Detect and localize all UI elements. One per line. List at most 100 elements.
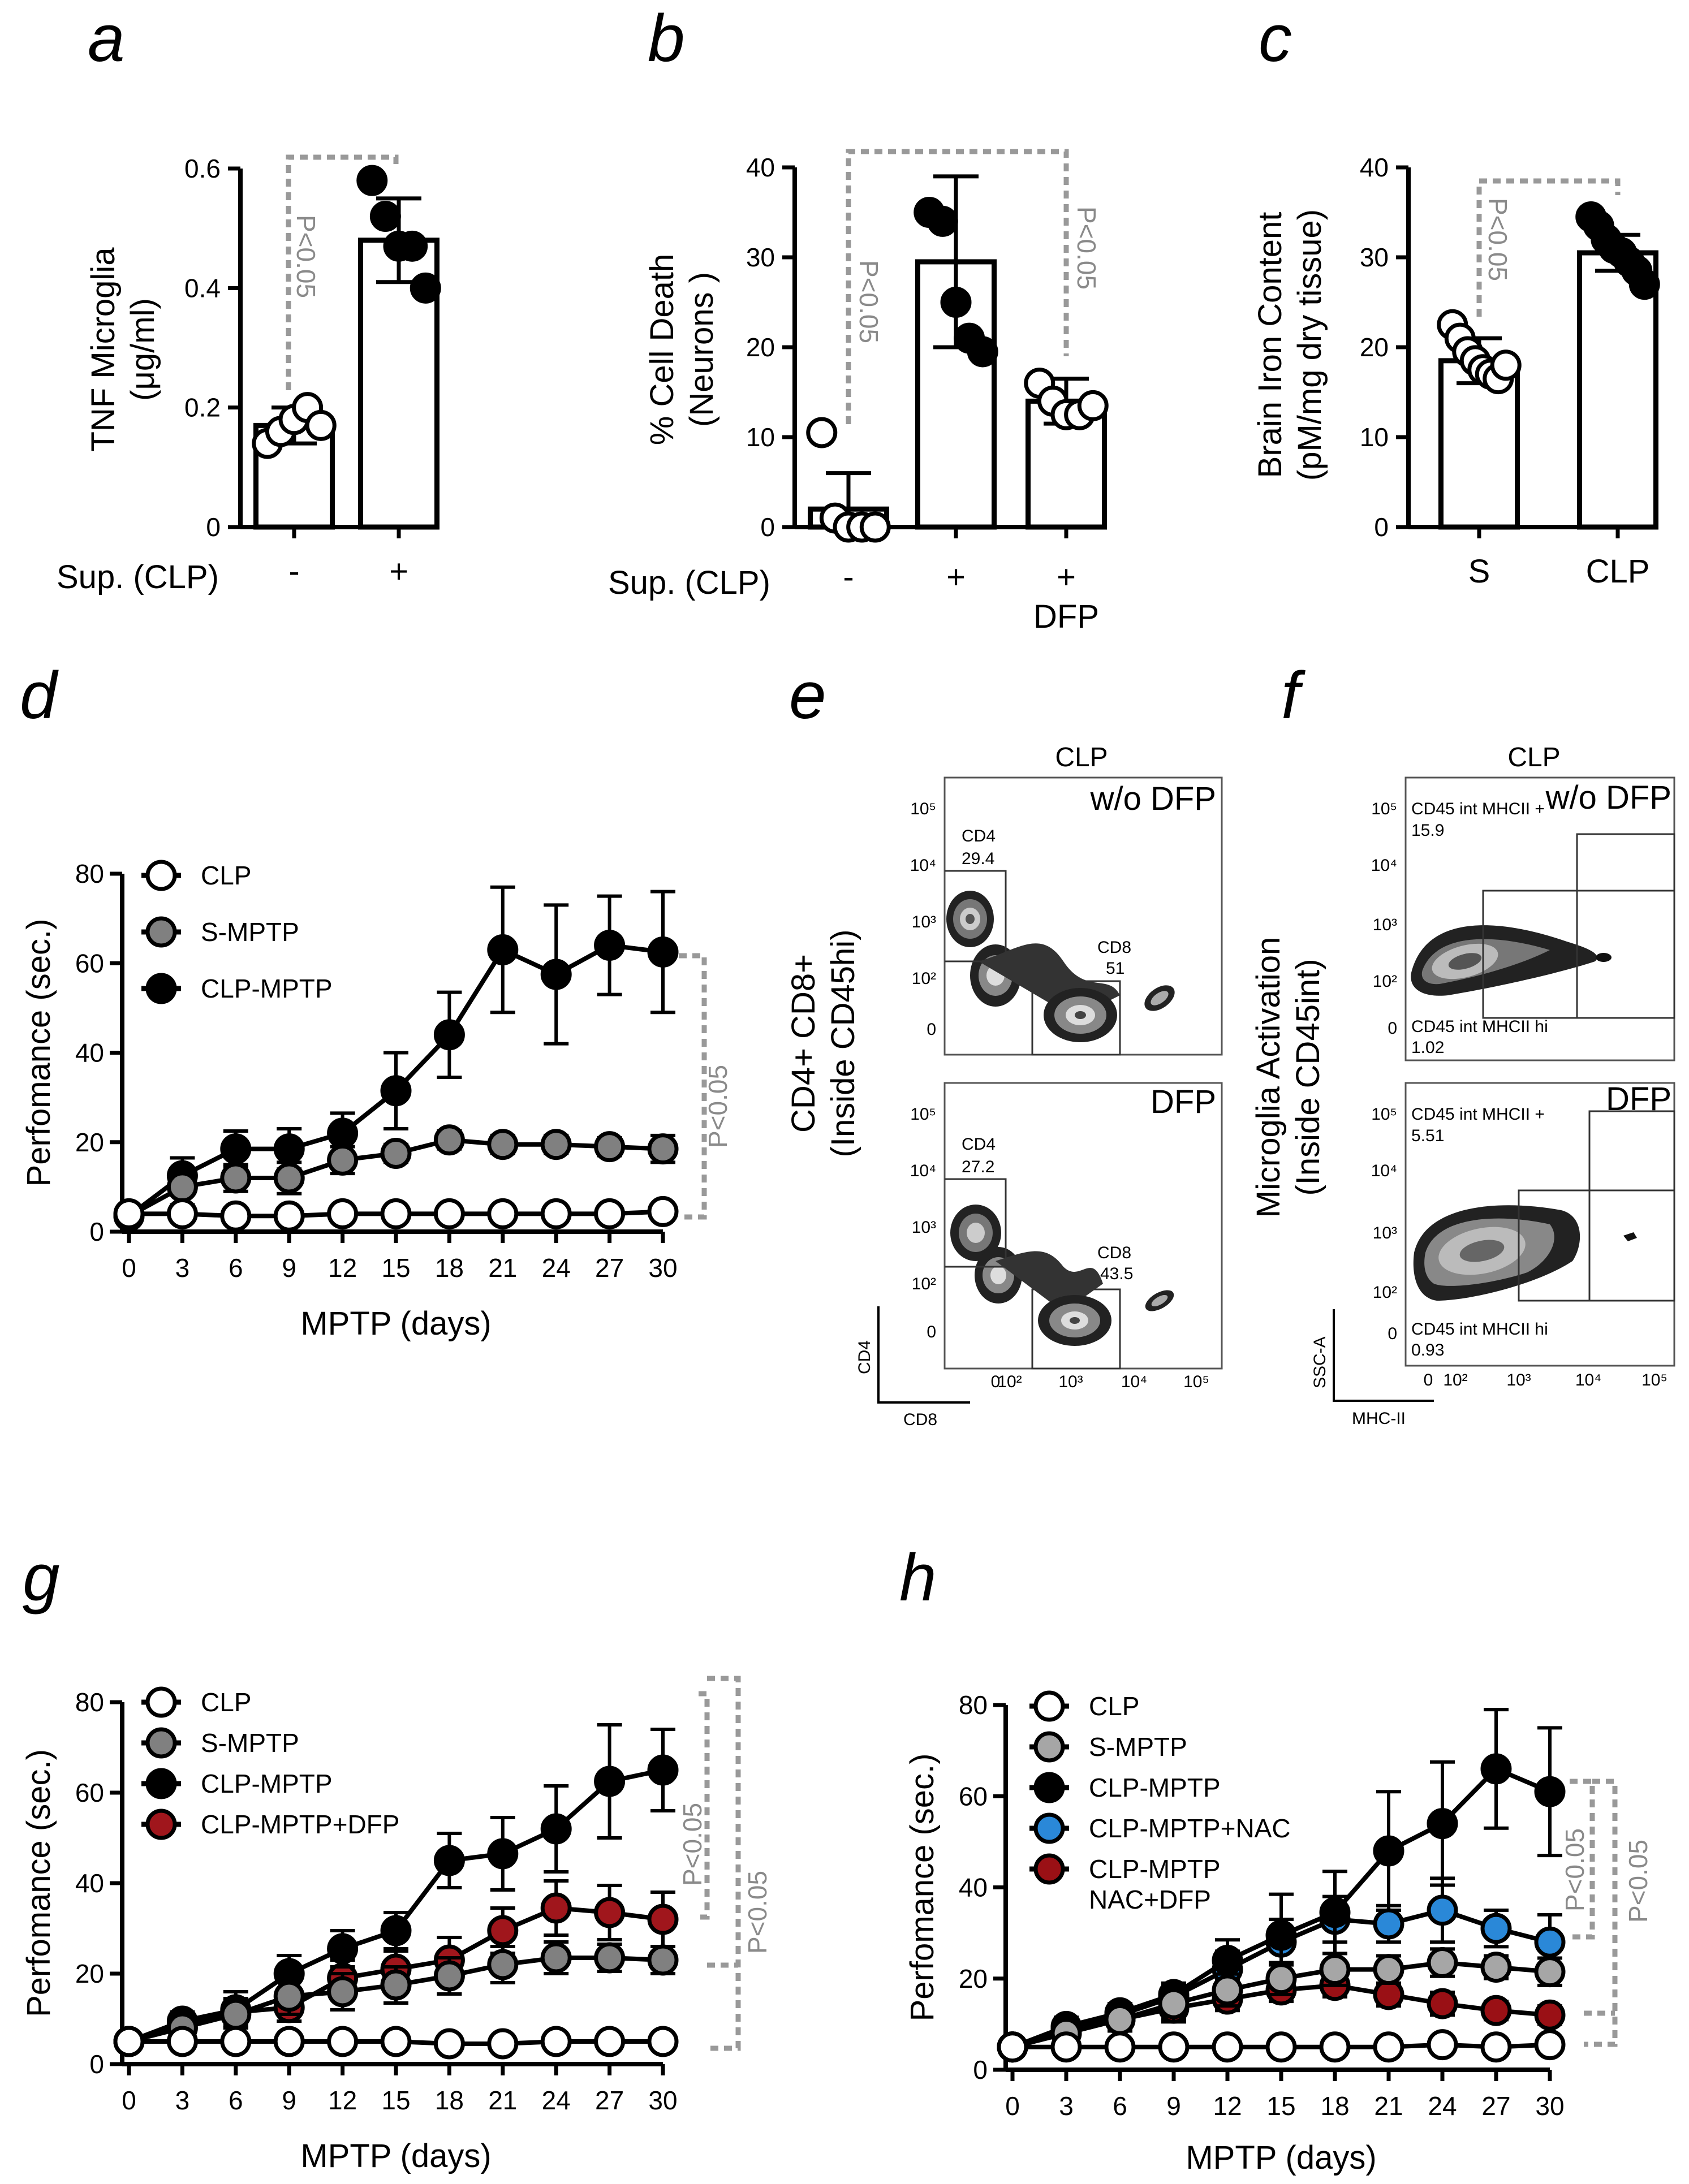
e-ticks-y-tick-label: 0 (927, 1323, 936, 1341)
g-data-point (327, 2026, 359, 2057)
f-ylabel-line1: Microglia Activation (1250, 937, 1287, 1218)
e-bottom-tag: DFP (1151, 1084, 1216, 1120)
h-y-tick-label: 80 (959, 1690, 988, 1720)
a-y-tick-label: 0.4 (184, 273, 221, 303)
h-data-point (1265, 1919, 1297, 1951)
h-data-point (1427, 1808, 1458, 1840)
g-x-tick-label: 27 (595, 2086, 624, 2115)
h-data-point (1373, 1954, 1404, 1986)
h-data-point (1480, 1913, 1512, 1944)
h-legend-label: CLP-MPTP (1089, 1773, 1221, 1802)
a-data-point (356, 165, 388, 196)
h-x-tick-label: 12 (1213, 2091, 1242, 2121)
h-x-tick-label: 0 (1005, 2091, 1020, 2121)
g-data-point (273, 1980, 305, 2012)
g-data-point (594, 1897, 626, 1928)
b-y-tick-label: 30 (746, 243, 775, 272)
h-data-point (1319, 1897, 1351, 1928)
d-x-tick-label: 30 (648, 1253, 677, 1283)
f-bottom-gate2-value: 0.93 (1411, 1341, 1444, 1359)
d-legend-swatch-marker (145, 916, 177, 948)
chart-c: 0 10 20 30 40 S CLP (1360, 153, 1660, 590)
e-bottom-density-cluster-cd4 (950, 1205, 1174, 1346)
g-significance-brackets (699, 1676, 741, 2051)
f-top-mhcii-hi-gate (1576, 833, 1675, 1019)
a-data-point (305, 409, 337, 441)
h-data-point (1534, 1999, 1566, 2031)
h-data-point (1480, 1753, 1512, 1785)
h-data-point (1319, 2031, 1351, 2063)
b-data-point (859, 511, 891, 543)
e-ticks-y-tick-label: 10³ (912, 913, 936, 931)
h-data-point (997, 2031, 1028, 2063)
h-x-tick-label: 24 (1428, 2091, 1457, 2121)
d-x-tick-label: 6 (229, 1253, 243, 1283)
h-data-point (1373, 1908, 1404, 1940)
d-data-point (220, 1162, 252, 1194)
d-data-point (166, 1171, 198, 1203)
h-data-point (1480, 1995, 1512, 2026)
a-data-point (369, 201, 401, 232)
c-p-value: P<0.05 (1483, 198, 1513, 281)
g-data-point (380, 1969, 412, 2001)
f-y-axis-name: SSC-A (1311, 1336, 1329, 1388)
e-ticks-y-tick-label: 10² (912, 1275, 936, 1293)
e-top-cd8-gate (1031, 980, 1121, 1056)
d-data-point (487, 1129, 519, 1160)
f-ticks-y-tick-label: 10³ (1373, 916, 1397, 934)
d-x-tick-label: 24 (542, 1253, 571, 1283)
h-legend-swatch-marker (1033, 1812, 1065, 1844)
g-legend-swatch-marker (145, 1686, 177, 1718)
h-data-point (1373, 1979, 1404, 2010)
b-y-tick-label: 40 (746, 153, 775, 182)
d-p-value: P<0.05 (703, 1065, 733, 1148)
g-data-point (433, 1845, 465, 1876)
e-top-gate2-value: 51 (1106, 959, 1124, 978)
h-y-axis-label: Perfomance (sec.) (904, 1754, 941, 2022)
c-data-point (1490, 349, 1522, 381)
a-category-label: - (288, 553, 299, 590)
h-significance-brackets (1570, 1779, 1618, 2047)
d-legend-swatch-marker (145, 973, 177, 1004)
h-data-point (1427, 1947, 1458, 1979)
h-data-point (1427, 1894, 1458, 1926)
c-y-tick-label: 10 (1360, 422, 1389, 452)
g-y-tick-label: 80 (75, 1687, 104, 1717)
b-p-value-1: P<0.05 (854, 260, 884, 343)
d-significance-bracket (679, 953, 707, 1220)
panel-label-a: a (88, 1, 125, 76)
g-x-tick-label: 0 (122, 2086, 136, 2115)
e-ticks-y-tick-label: 10⁴ (910, 1162, 936, 1180)
f-ticks-y-tick-label: 0 (1388, 1324, 1397, 1343)
g-legend-label: S-MPTP (201, 1728, 299, 1758)
e-ticks-x-tick-label: 10³ (1058, 1372, 1083, 1391)
g-p-value-2: P<0.05 (743, 1871, 772, 1954)
f-bottom-gate1-name: CD45 int MHCII + (1411, 1105, 1545, 1124)
g-data-point (220, 2026, 252, 2057)
g-data-point (647, 2026, 679, 2057)
g-data-point (487, 1838, 519, 1870)
h-data-point (1534, 2029, 1566, 2061)
b-ylabel-line2: (Neurons ) (683, 272, 720, 427)
h-data-point (1534, 1926, 1566, 1958)
d-legend-label: CLP-MPTP (201, 974, 333, 1003)
h-x-tick-label: 18 (1320, 2091, 1349, 2121)
e-ticks-x-tick-label: 10⁵ (1183, 1372, 1209, 1391)
g-data-point (113, 2026, 145, 2057)
f-ticks-y-tick-label: 10³ (1373, 1224, 1397, 1242)
e-axis-key (877, 1306, 970, 1404)
chart-b: 0 10 20 30 40 - + + (746, 153, 1109, 595)
f-ticks-y-tick-label: 10⁴ (1371, 1162, 1397, 1180)
e-x-axis-name: CD8 (903, 1410, 937, 1429)
g-data-point (487, 1915, 519, 1946)
g-x-tick-label: 6 (229, 2086, 243, 2115)
f-top-gate1-name: CD45 int MHCII + (1411, 800, 1545, 818)
chart-g: 0 20 40 60 80 0 3 6 9 12 15 18 21 24 27 30 MPTP (days) Pe… (20, 1686, 679, 2174)
b-category-label: - (843, 559, 854, 595)
b-y-tick-label: 20 (746, 333, 775, 362)
e-ticks-x-tick-label: 0 (991, 1372, 1001, 1391)
e-y-axis-name: CD4 (855, 1340, 874, 1374)
b-data-point (806, 417, 838, 448)
d-legend-label: S-MPTP (201, 917, 299, 947)
f-ticks-y-tick-label: 10² (1373, 972, 1397, 991)
